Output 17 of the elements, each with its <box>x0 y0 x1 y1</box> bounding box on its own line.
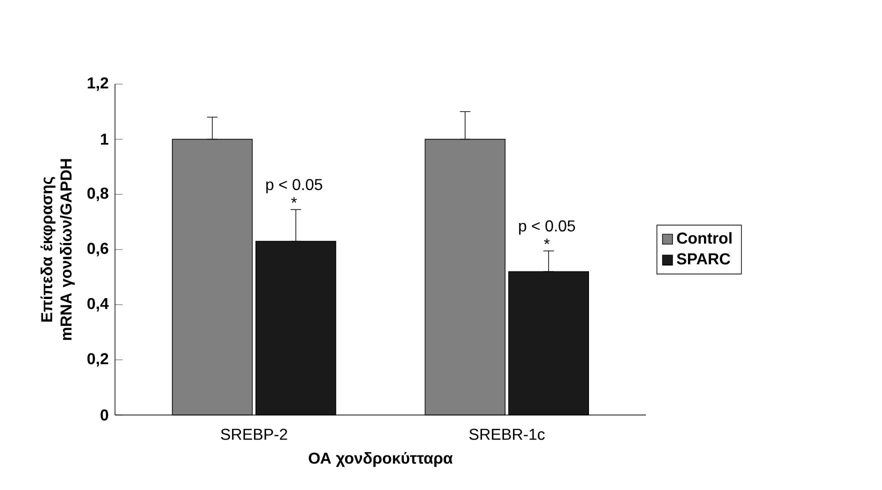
y-tick-label: 0,6 <box>87 242 108 256</box>
y-tick-label: 0,4 <box>87 298 109 312</box>
y-tick-label: 1 <box>100 134 108 145</box>
annotation: * <box>291 197 297 203</box>
legend-label: SPARC <box>676 253 730 264</box>
y-tick-label: 0 <box>100 409 108 421</box>
annotation: p < 0.05 <box>519 220 575 235</box>
y-axis-title: Επίπεδα έκφρασης mRNA γονιδίων/GAPDH <box>40 159 75 340</box>
annotation: * <box>544 238 550 244</box>
y-tick-label: 0,8 <box>87 188 108 202</box>
x-axis-title: ΟΑ χονδροκύτταρα <box>308 452 453 467</box>
x-tick-label: SREBR-1c <box>469 428 545 440</box>
y-tick-label: 1,2 <box>88 77 108 91</box>
x-tick-label: SREBP-2 <box>220 428 288 440</box>
legend-label: Control <box>677 232 732 244</box>
y-tick-label: 0,2 <box>87 353 108 367</box>
annotation: p < 0.05 <box>266 178 322 194</box>
